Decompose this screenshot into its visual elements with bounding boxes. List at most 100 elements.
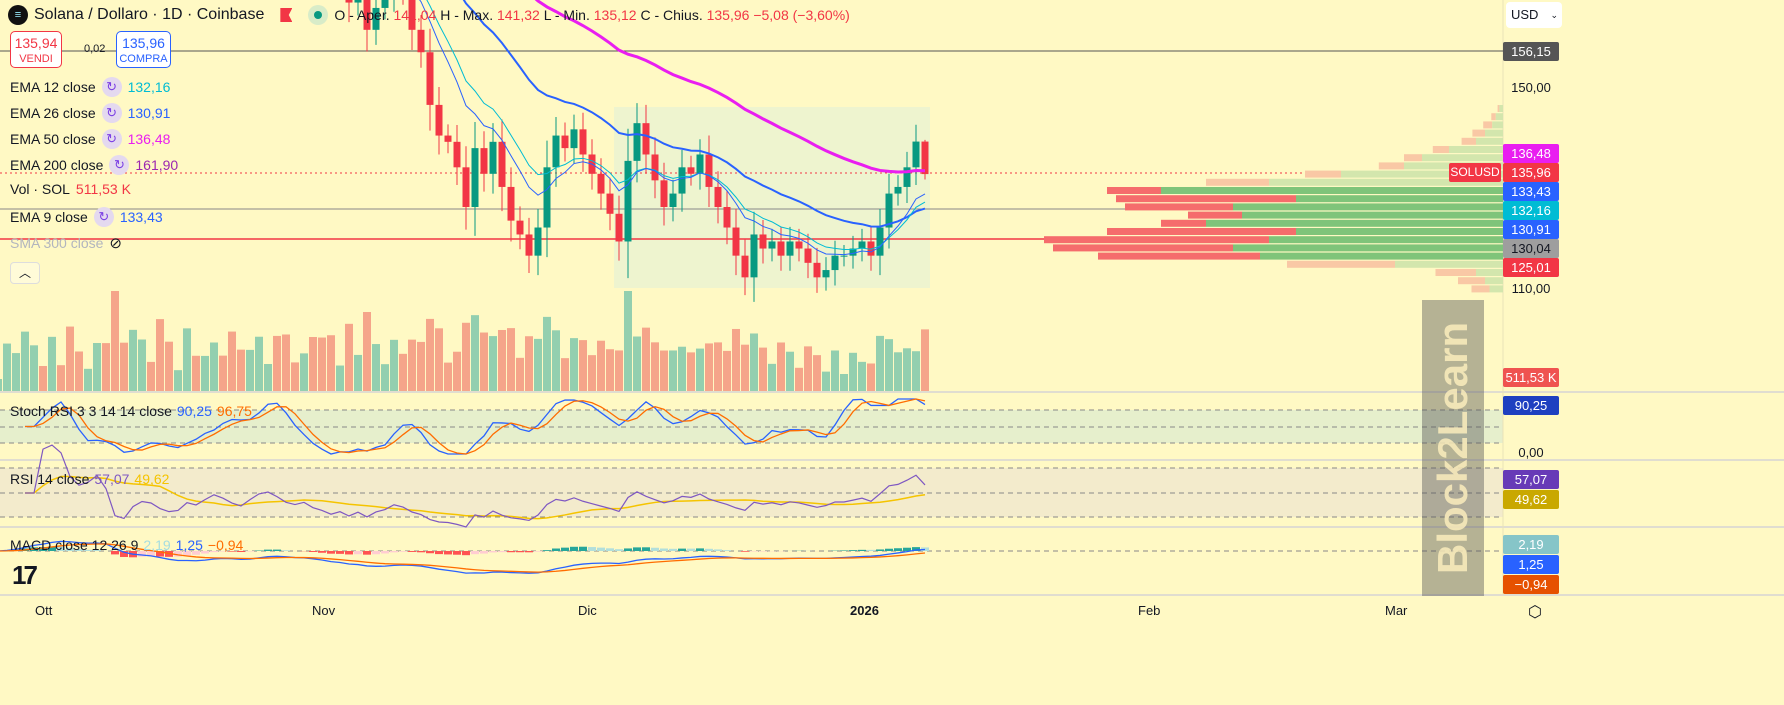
rsi-line <box>25 444 926 528</box>
volume-bar <box>525 336 533 391</box>
candle-body <box>687 167 695 174</box>
macd-histogram-bar <box>561 547 569 551</box>
volume-profile-bar <box>1107 187 1161 194</box>
macd-legend[interactable]: MACD close 12 26 9 2,19 1,25 −0,94 <box>10 537 244 553</box>
rsi-legend[interactable]: RSI 14 close 57,07 49,62 <box>10 471 170 487</box>
volume-bar <box>624 291 632 391</box>
volume-bar <box>174 370 182 391</box>
volume-profile-bar <box>1233 203 1503 211</box>
volume-bar <box>480 332 488 391</box>
sell-button[interactable]: 135,94 VENDI <box>10 31 62 68</box>
volume-profile-bar <box>1269 236 1503 244</box>
currency-select[interactable]: USD ⌄ <box>1506 2 1562 28</box>
candle-body <box>804 248 812 263</box>
refresh-icon[interactable]: ↻ <box>101 77 122 97</box>
indicator-legend[interactable]: SMA 300 close ⊘ <box>10 234 128 252</box>
refresh-icon[interactable]: ↻ <box>93 207 114 227</box>
candle-body <box>786 241 794 256</box>
volume-profile-bar <box>1125 203 1233 211</box>
hidden-eye-icon[interactable]: ⊘ <box>109 235 122 252</box>
volume-bar <box>75 351 83 391</box>
candle-body <box>489 141 497 174</box>
indicator-legend[interactable]: EMA 12 close ↻ 132,16 <box>10 77 170 97</box>
candle-body <box>570 129 578 149</box>
volume-bar <box>723 350 731 391</box>
macd-histogram-bar <box>597 547 605 551</box>
volume-bar <box>183 328 191 391</box>
macd-histogram-bar <box>354 551 362 555</box>
macd-histogram-bar <box>138 551 146 557</box>
macd-histogram-bar <box>606 548 614 551</box>
volume-bar <box>363 312 371 391</box>
indicator-legend[interactable]: Vol · SOL 511,53 K <box>10 181 131 197</box>
buy-button[interactable]: 135,96 COMPRA <box>116 31 171 68</box>
volume-bar <box>831 350 839 391</box>
indicator-legend[interactable]: EMA 200 close ↻ 161,90 <box>10 155 178 175</box>
indicator-legend[interactable]: EMA 50 close ↻ 136,48 <box>10 129 170 149</box>
stoch-k-line <box>25 398 926 455</box>
ohlc-values: O - Aper. 141,04 H - Max. 141,32 L - Min… <box>334 7 850 23</box>
refresh-icon[interactable]: ↻ <box>101 129 122 149</box>
stoch-rsi-legend[interactable]: Stoch RSI 3 3 14 14 close 90,25 96,75 <box>10 403 252 419</box>
macd-histogram-bar <box>876 549 884 551</box>
candle-body <box>723 206 731 228</box>
volume-bar <box>120 342 128 391</box>
volume-bar <box>912 351 920 391</box>
candle-body <box>858 241 866 249</box>
volume-bar <box>264 364 272 391</box>
volume-profile-bar <box>1287 260 1395 268</box>
candle-body <box>354 0 362 3</box>
symbol-title[interactable]: Solana / Dollaro · 1D · Coinbase <box>34 6 265 23</box>
price-axis-label: 150,00 <box>1511 80 1551 95</box>
candle-body <box>408 0 416 30</box>
refresh-icon[interactable]: ↻ <box>109 155 130 175</box>
volume-bar <box>111 291 119 391</box>
macd-histogram-bar <box>894 548 902 551</box>
volume-profile-bar <box>1260 252 1503 260</box>
candle-body <box>894 186 902 194</box>
settings-icon[interactable]: ⬡ <box>1528 604 1542 621</box>
time-axis-label: Ott <box>35 603 53 618</box>
candle-body <box>480 148 488 174</box>
macd-histogram-bar <box>66 547 74 551</box>
solana-logo-icon: ≡ <box>8 5 28 25</box>
volume-bar <box>471 315 479 391</box>
indicator-legend[interactable]: EMA 26 close ↻ 130,91 <box>10 103 170 123</box>
volume-profile-bar <box>1492 121 1503 129</box>
candle-body <box>345 0 353 3</box>
chevron-down-icon: ⌄ <box>1550 10 1558 20</box>
indicator-label: Vol · SOL <box>10 181 70 197</box>
volume-profile-bar <box>1107 228 1296 235</box>
volume-bar <box>669 350 677 391</box>
candle-body <box>669 193 677 207</box>
macd-histogram-bar <box>147 551 155 557</box>
volume-bar <box>822 371 830 391</box>
indicator-legend[interactable]: EMA 9 close ↻ 133,43 <box>10 207 163 227</box>
ema50-line <box>534 0 926 174</box>
volume-bar <box>354 354 362 391</box>
ema12-line <box>426 0 926 250</box>
macd-histogram-bar <box>921 547 929 551</box>
tradingview-logo[interactable]: 17 <box>12 560 38 590</box>
volume-bar <box>3 343 11 391</box>
volume-profile-bar <box>1098 252 1260 260</box>
volume-bar <box>237 349 245 391</box>
volume-bar <box>228 331 236 391</box>
refresh-icon[interactable]: ↻ <box>101 103 122 123</box>
volume-profile-bar <box>1491 113 1496 121</box>
price-axis-label: 136,48 <box>1503 144 1559 163</box>
collapse-legend-button[interactable]: ︿ <box>10 262 40 284</box>
volume-profile-bar <box>1296 228 1503 235</box>
macd-histogram-bar <box>678 548 686 551</box>
candle-body <box>885 193 893 228</box>
volume-bar <box>291 362 299 391</box>
macd-histogram-bar <box>408 551 416 552</box>
market-status-icon[interactable] <box>308 5 329 25</box>
volume-bar <box>30 345 38 391</box>
flag-icon[interactable] <box>280 8 293 22</box>
candle-body <box>552 135 560 168</box>
volume-bar <box>300 353 308 391</box>
macd-histogram-bar <box>687 548 695 551</box>
macd-histogram-bar <box>867 549 875 551</box>
